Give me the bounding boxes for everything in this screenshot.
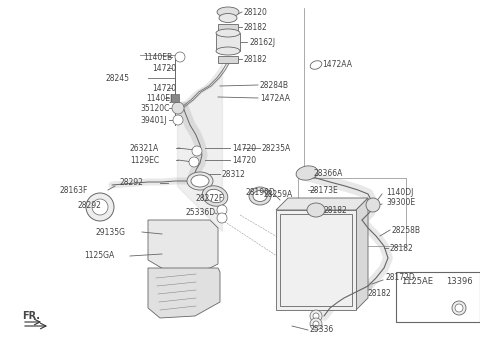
- Text: 1129EC: 1129EC: [130, 155, 159, 164]
- Text: 29135G: 29135G: [96, 228, 126, 237]
- Circle shape: [217, 205, 227, 215]
- Text: 28120: 28120: [244, 8, 268, 17]
- Text: 1140EJ: 1140EJ: [146, 93, 172, 102]
- Ellipse shape: [187, 172, 213, 190]
- Circle shape: [310, 310, 322, 322]
- Circle shape: [452, 301, 466, 315]
- Text: 28259A: 28259A: [264, 189, 293, 198]
- Bar: [218, 24, 238, 31]
- Text: 39401J: 39401J: [140, 116, 167, 125]
- Text: 1125AE: 1125AE: [401, 278, 433, 287]
- Circle shape: [92, 199, 108, 215]
- Text: 28312: 28312: [222, 169, 246, 178]
- Text: 13396: 13396: [446, 278, 472, 287]
- Text: 28292: 28292: [120, 178, 144, 186]
- Text: 1140DJ: 1140DJ: [386, 187, 413, 196]
- Ellipse shape: [219, 14, 237, 23]
- Circle shape: [217, 213, 227, 223]
- Text: 35120C: 35120C: [140, 103, 169, 112]
- Ellipse shape: [296, 166, 318, 180]
- Circle shape: [455, 304, 463, 312]
- Text: 28163F: 28163F: [60, 186, 88, 195]
- Circle shape: [310, 318, 322, 330]
- Ellipse shape: [216, 29, 240, 37]
- Text: 28272F: 28272F: [196, 194, 224, 203]
- Ellipse shape: [191, 175, 209, 187]
- Ellipse shape: [217, 7, 239, 17]
- Text: 28182: 28182: [244, 54, 268, 64]
- Bar: [218, 56, 238, 63]
- Text: 28182: 28182: [368, 289, 392, 298]
- Text: FR.: FR.: [22, 311, 40, 321]
- Text: 14720: 14720: [232, 155, 256, 164]
- Text: 14720: 14720: [152, 84, 176, 93]
- Text: 25336: 25336: [310, 325, 334, 335]
- Ellipse shape: [216, 47, 240, 55]
- Text: 14720: 14720: [152, 64, 176, 73]
- Text: 28173E: 28173E: [310, 186, 339, 195]
- Ellipse shape: [249, 187, 271, 205]
- Circle shape: [366, 198, 380, 212]
- Circle shape: [175, 52, 185, 62]
- Text: 1472AA: 1472AA: [322, 59, 352, 68]
- Text: 28366A: 28366A: [314, 169, 343, 178]
- Polygon shape: [356, 198, 368, 310]
- Bar: [276, 210, 356, 310]
- Circle shape: [172, 102, 184, 114]
- Text: 1125GA: 1125GA: [84, 252, 114, 261]
- Text: 28182: 28182: [244, 23, 268, 32]
- Text: 28245: 28245: [106, 74, 130, 83]
- Circle shape: [313, 321, 319, 327]
- Ellipse shape: [253, 191, 267, 202]
- Text: 25336D: 25336D: [185, 208, 215, 217]
- Text: 39300E: 39300E: [386, 197, 415, 206]
- Polygon shape: [276, 198, 368, 210]
- Bar: [298, 178, 406, 246]
- Text: 28190D: 28190D: [246, 187, 276, 196]
- Circle shape: [189, 157, 199, 167]
- Bar: [216, 33, 240, 51]
- Polygon shape: [148, 268, 220, 318]
- Text: 28284B: 28284B: [260, 81, 289, 90]
- Text: 28172D: 28172D: [385, 273, 415, 282]
- Text: 28182: 28182: [390, 244, 414, 253]
- Circle shape: [173, 115, 183, 125]
- Bar: [171, 94, 179, 102]
- Text: 1472AA: 1472AA: [260, 93, 290, 102]
- Bar: [396, 272, 480, 322]
- Text: 14720: 14720: [232, 144, 256, 152]
- Text: 28162J: 28162J: [249, 37, 275, 46]
- Circle shape: [86, 193, 114, 221]
- Text: 28182: 28182: [324, 205, 348, 214]
- Circle shape: [192, 146, 202, 156]
- Text: 26321A: 26321A: [130, 144, 159, 152]
- Ellipse shape: [307, 203, 325, 217]
- Text: 28235A: 28235A: [262, 144, 291, 152]
- Circle shape: [313, 313, 319, 319]
- Polygon shape: [148, 220, 218, 272]
- Ellipse shape: [202, 186, 228, 206]
- Text: 28292: 28292: [78, 201, 102, 210]
- Bar: [280, 214, 352, 306]
- Text: 28258B: 28258B: [392, 226, 421, 235]
- Text: 1140EB: 1140EB: [143, 52, 172, 61]
- Ellipse shape: [310, 61, 322, 69]
- Ellipse shape: [206, 189, 224, 203]
